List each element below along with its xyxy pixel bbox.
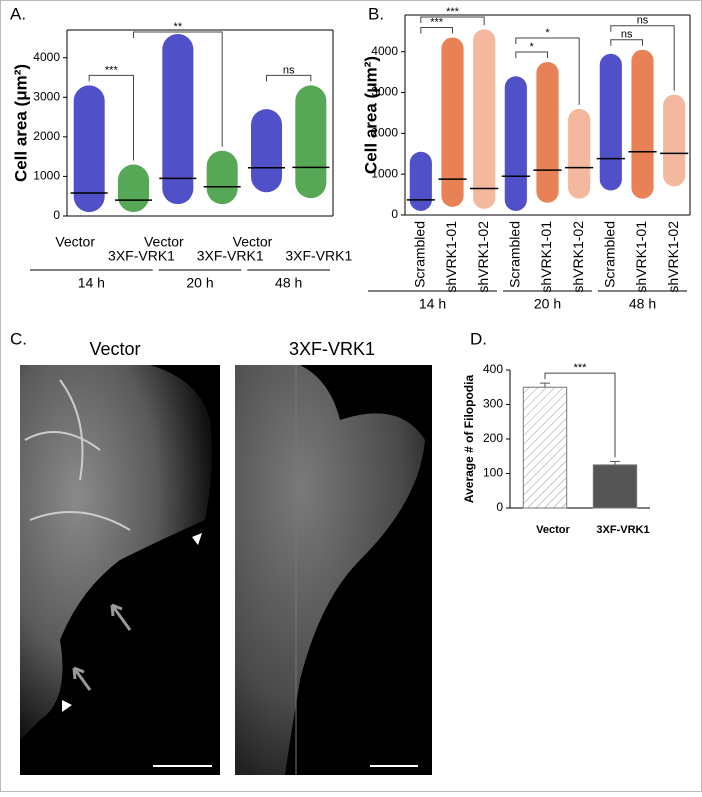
arrowhead	[192, 533, 202, 545]
x-tick-label: shVRK1-02	[475, 221, 491, 293]
y-tick-label: 1000	[371, 166, 398, 180]
significance-bracket	[610, 25, 675, 91]
y-tick-label: 4000	[33, 50, 60, 64]
significance-bracket	[133, 31, 223, 147]
panel-label: B.	[368, 4, 384, 23]
significance-label: ***	[430, 16, 444, 28]
x-tick-label: shVRK1-01	[443, 221, 459, 293]
group-label: 14 h	[419, 296, 446, 312]
y-tick-label: 0	[391, 207, 398, 221]
significance-bracket	[610, 39, 643, 46]
panel-label: C.	[10, 329, 27, 348]
significance-label: ***	[574, 362, 588, 374]
x-tick-label: shVRK1-02	[570, 221, 586, 293]
dot-spread	[295, 85, 327, 199]
dot-spread	[473, 29, 496, 209]
x-tick-label: 3XF-VRK1	[197, 248, 264, 264]
x-tick-label: 3XF-VRK1	[285, 248, 352, 264]
dot-spread	[504, 76, 527, 211]
x-tick-label: Scrambled	[602, 221, 618, 288]
y-axis-label: Cell area (μm²)	[361, 56, 380, 174]
significance-bracket	[88, 74, 134, 161]
significance-label: ns	[283, 64, 295, 76]
y-tick-label: 2000	[33, 129, 60, 143]
x-tick-label: shVRK1-01	[633, 221, 649, 293]
y-tick-label: 0	[53, 208, 60, 222]
y-tick-label: 300	[483, 397, 503, 411]
significance-label: ***	[105, 64, 119, 76]
significance-label: ns	[621, 29, 633, 41]
cell-edge	[24, 379, 131, 531]
y-tick-label: 0	[496, 500, 503, 514]
x-tick-label: shVRK1-02	[665, 221, 681, 293]
dot-spread	[536, 61, 559, 203]
x-tick-label: 3XF-VRK1	[596, 524, 649, 536]
x-tick-label: Vector	[233, 234, 273, 250]
cell-region	[20, 365, 212, 740]
bar	[522, 386, 568, 509]
significance-label: ns	[637, 15, 649, 27]
bar	[592, 464, 638, 509]
y-axis-label: Cell area (μm²)	[11, 64, 30, 182]
group-label: 14 h	[78, 275, 105, 291]
y-tick-label: 4000	[371, 44, 398, 58]
y-axis-label: Average # of Filopodia	[462, 375, 476, 504]
significance-bracket	[515, 51, 548, 58]
significance-bracket	[544, 372, 616, 458]
image-title: Vector	[89, 339, 140, 359]
significance-bracket	[515, 37, 580, 105]
dot-spread	[162, 33, 194, 205]
y-tick-label: 100	[483, 466, 503, 480]
y-tick-label: 3000	[371, 85, 398, 99]
panel-c: C. Vector 3XF-VRK1	[10, 329, 432, 775]
x-tick-label: Vector	[536, 524, 570, 536]
y-tick-label: 2000	[371, 126, 398, 140]
dot-spread	[73, 85, 105, 213]
image-title: 3XF-VRK1	[289, 339, 375, 359]
y-tick-label: 1000	[33, 169, 60, 183]
dot-spread	[663, 94, 686, 187]
group-label: 48 h	[275, 275, 302, 291]
significance-label: *	[530, 41, 535, 53]
dot-spread	[631, 49, 654, 199]
x-tick-label: Scrambled	[507, 221, 523, 288]
cell-region	[235, 365, 425, 775]
y-tick-label: 400	[483, 362, 503, 376]
x-tick-label: shVRK1-01	[538, 221, 554, 293]
dot-spread	[441, 37, 464, 207]
dot-spread	[206, 150, 238, 205]
significance-bracket	[420, 16, 485, 26]
dot-spread	[117, 164, 150, 213]
x-tick-label: Vector	[144, 234, 184, 250]
group-label: 20 h	[534, 296, 561, 312]
x-tick-label: Vector	[55, 234, 95, 250]
dot-spread	[409, 151, 432, 211]
panel-label: D.	[470, 329, 487, 348]
dot-spread	[568, 108, 591, 199]
dot-spread	[250, 109, 283, 193]
significance-label: *	[545, 27, 550, 39]
significance-label: ***	[446, 6, 460, 18]
arrow	[110, 603, 132, 631]
dot-spread	[599, 53, 622, 191]
arrowhead	[62, 700, 72, 712]
group-label: 48 h	[629, 296, 656, 312]
significance-label: **	[174, 21, 183, 33]
x-tick-label: Scrambled	[412, 221, 428, 288]
significance-bracket	[266, 74, 312, 82]
group-label: 20 h	[186, 275, 213, 291]
y-tick-label: 3000	[33, 89, 60, 103]
x-tick-label: 3XF-VRK1	[108, 248, 175, 264]
panel-label: A.	[10, 4, 26, 23]
y-tick-label: 200	[483, 431, 503, 445]
significance-bracket	[420, 26, 453, 34]
arrow	[72, 666, 92, 691]
